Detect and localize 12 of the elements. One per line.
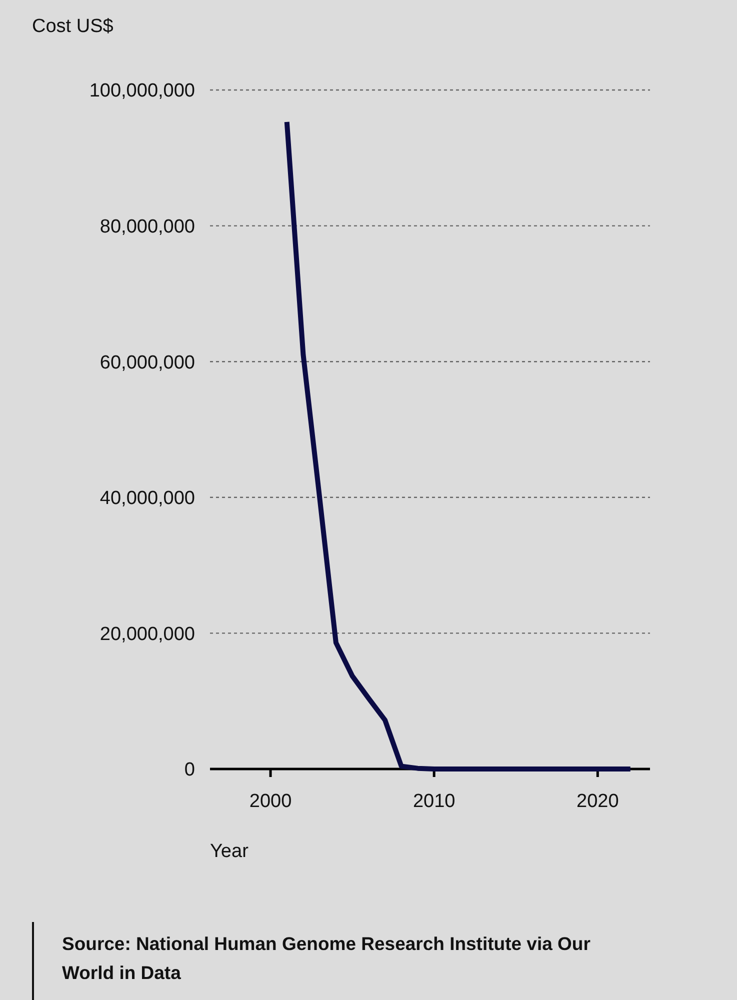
- y-tick-label: 40,000,000: [100, 488, 195, 510]
- x-tick-label: 2010: [412, 791, 456, 812]
- x-axis-title: Year: [210, 841, 250, 862]
- y-tick-label: 60,000,000: [100, 352, 195, 374]
- y-axis-title: Cost US$: [32, 16, 114, 37]
- source-note: Source: National Human Genome Research Institute via Our World in Data: [62, 933, 590, 983]
- x-tick-label: 2000: [249, 791, 292, 812]
- y-tick-label: 100,000,000: [89, 80, 195, 102]
- y-tick-label: 80,000,000: [100, 216, 195, 238]
- y-tick-label: 0: [184, 760, 195, 781]
- x-tick-label: 2020: [576, 791, 619, 812]
- y-tick-label: 20,000,000: [100, 624, 195, 645]
